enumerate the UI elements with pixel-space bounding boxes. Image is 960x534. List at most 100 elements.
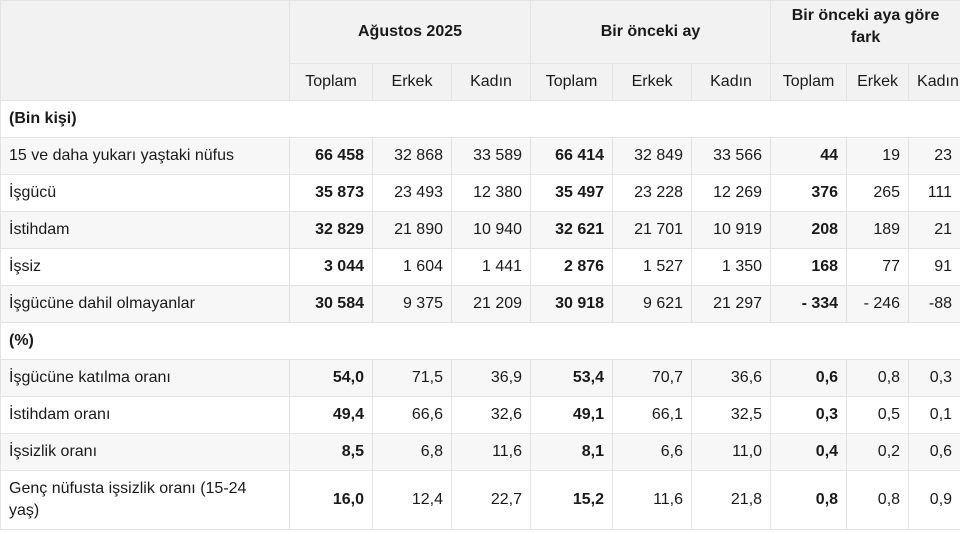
table-cell: 30 584 (289, 285, 373, 323)
table-cell: 21 890 (372, 211, 452, 249)
section-title: (Bin kişi) (0, 100, 960, 138)
table-cell: 168 (770, 248, 848, 286)
table-cell: 70,7 (612, 359, 693, 397)
table-cell: 11,0 (691, 433, 772, 471)
sub-header-total: Toplam (530, 63, 614, 101)
table-cell: 0,6 (770, 359, 848, 397)
table-cell: 1 527 (612, 248, 693, 286)
group-header-previous-month: Bir önceki ay (530, 0, 772, 64)
table-cell: 21,8 (691, 470, 772, 530)
table-cell: 91 (908, 248, 960, 286)
table-cell: 0,2 (846, 433, 910, 471)
table-cell: 32,5 (691, 396, 772, 434)
table-cell: 21 297 (691, 285, 772, 323)
table-cell: 66 458 (289, 137, 373, 175)
table-cell: 9 621 (612, 285, 693, 323)
table-cell: 21 209 (450, 285, 532, 323)
table-cell: 22,7 (450, 470, 532, 530)
table-cell: 0,6 (908, 433, 960, 471)
table-cell: 11,6 (612, 470, 693, 530)
table-cell: 23 228 (612, 174, 693, 212)
sub-header-female: Kadın (691, 63, 772, 101)
sub-header-total: Toplam (770, 63, 848, 101)
table-cell: 33 589 (450, 137, 532, 175)
table-cell: 66,1 (612, 396, 693, 434)
table-cell: 19 (846, 137, 910, 175)
table-cell: 32,6 (450, 396, 532, 434)
table-cell: 30 918 (530, 285, 614, 323)
table-cell: 10 919 (691, 211, 772, 249)
table-cell: 8,1 (530, 433, 614, 471)
table-cell: 0,5 (846, 396, 910, 434)
table-cell: 35 497 (530, 174, 614, 212)
table-cell: 12 380 (450, 174, 532, 212)
table-cell: 54,0 (289, 359, 373, 397)
section-header-row: (%) (0, 322, 960, 360)
table-cell: 36,9 (450, 359, 532, 397)
table-row: İşgücüne katılma oranı 54,0 71,5 36,9 53,4 70… (0, 359, 960, 397)
table-cell: 32 868 (372, 137, 452, 175)
table-cell: 21 701 (612, 211, 693, 249)
table-cell: 15,2 (530, 470, 614, 530)
table-cell: 23 (908, 137, 960, 175)
table-row: İşsiz 3 044 1 604 1 441 2 876 1 527 1 350 168 77… (0, 248, 960, 286)
row-label: İşsiz (0, 248, 290, 286)
table-cell: 32 829 (289, 211, 373, 249)
table-row: İşgücü 35 873 23 493 12 380 35 497 23 228 12 2… (0, 174, 960, 212)
table-cell: -88 (908, 285, 960, 323)
table-cell: 2 876 (530, 248, 614, 286)
sub-header-male: Erkek (612, 63, 693, 101)
table-cell: 6,8 (372, 433, 452, 471)
table-cell: 71,5 (372, 359, 452, 397)
table-cell: 0,3 (770, 396, 848, 434)
table-cell: 189 (846, 211, 910, 249)
table-cell: 77 (846, 248, 910, 286)
header-corner-cell (0, 0, 290, 101)
table-cell: 1 441 (450, 248, 532, 286)
sub-header-male: Erkek (372, 63, 452, 101)
table-cell: 6,6 (612, 433, 693, 471)
row-label: İşgücüne katılma oranı (0, 359, 290, 397)
table-cell: 0,8 (770, 470, 848, 530)
table-cell: 49,4 (289, 396, 373, 434)
table-cell: 32 849 (612, 137, 693, 175)
table-cell: 0,4 (770, 433, 848, 471)
row-label: İstihdam (0, 211, 290, 249)
table-cell: 0,3 (908, 359, 960, 397)
sub-header-female: Kadın (908, 63, 960, 101)
table-cell: 49,1 (530, 396, 614, 434)
table-cell: 9 375 (372, 285, 452, 323)
table-cell: 111 (908, 174, 960, 212)
table-cell: - 246 (846, 285, 910, 323)
table-row: İstihdam oranı 49,4 66,6 32,6 49,1 66,1 32,5 0,… (0, 396, 960, 434)
row-label: 15 ve daha yukarı yaştaki nüfus (0, 137, 290, 175)
sub-header-female: Kadın (450, 63, 532, 101)
table-cell: 33 566 (691, 137, 772, 175)
table-cell: 1 350 (691, 248, 772, 286)
table-body: (Bin kişi) 15 ve daha yukarı yaştaki nüfu… (0, 100, 960, 530)
table-cell: 66,6 (372, 396, 452, 434)
table-cell: 3 044 (289, 248, 373, 286)
row-label: İşgücü (0, 174, 290, 212)
table-cell: 35 873 (289, 174, 373, 212)
table-cell: 44 (770, 137, 848, 175)
table-cell: - 334 (770, 285, 848, 323)
header-group-row: Ağustos 2025 Bir önceki ay Bir önceki ay… (0, 0, 960, 101)
table-cell: 376 (770, 174, 848, 212)
table-row: Genç nüfusta işsizlik oranı (15-24 yaş) 1… (0, 470, 960, 530)
table-cell: 12 269 (691, 174, 772, 212)
sub-header-male: Erkek (846, 63, 910, 101)
table-cell: 23 493 (372, 174, 452, 212)
table-cell: 1 604 (372, 248, 452, 286)
header-sub-row: Toplam Erkek Kadın Toplam Erkek Kadın To… (1, 63, 960, 101)
table-cell: 0,1 (908, 396, 960, 434)
table-cell: 208 (770, 211, 848, 249)
section-title: (%) (0, 322, 960, 360)
table-cell: 66 414 (530, 137, 614, 175)
table-cell: 53,4 (530, 359, 614, 397)
table-cell: 16,0 (289, 470, 373, 530)
table-cell: 36,6 (691, 359, 772, 397)
table-cell: 265 (846, 174, 910, 212)
table-row: İstihdam 32 829 21 890 10 940 32 621 21 701 10… (0, 211, 960, 249)
